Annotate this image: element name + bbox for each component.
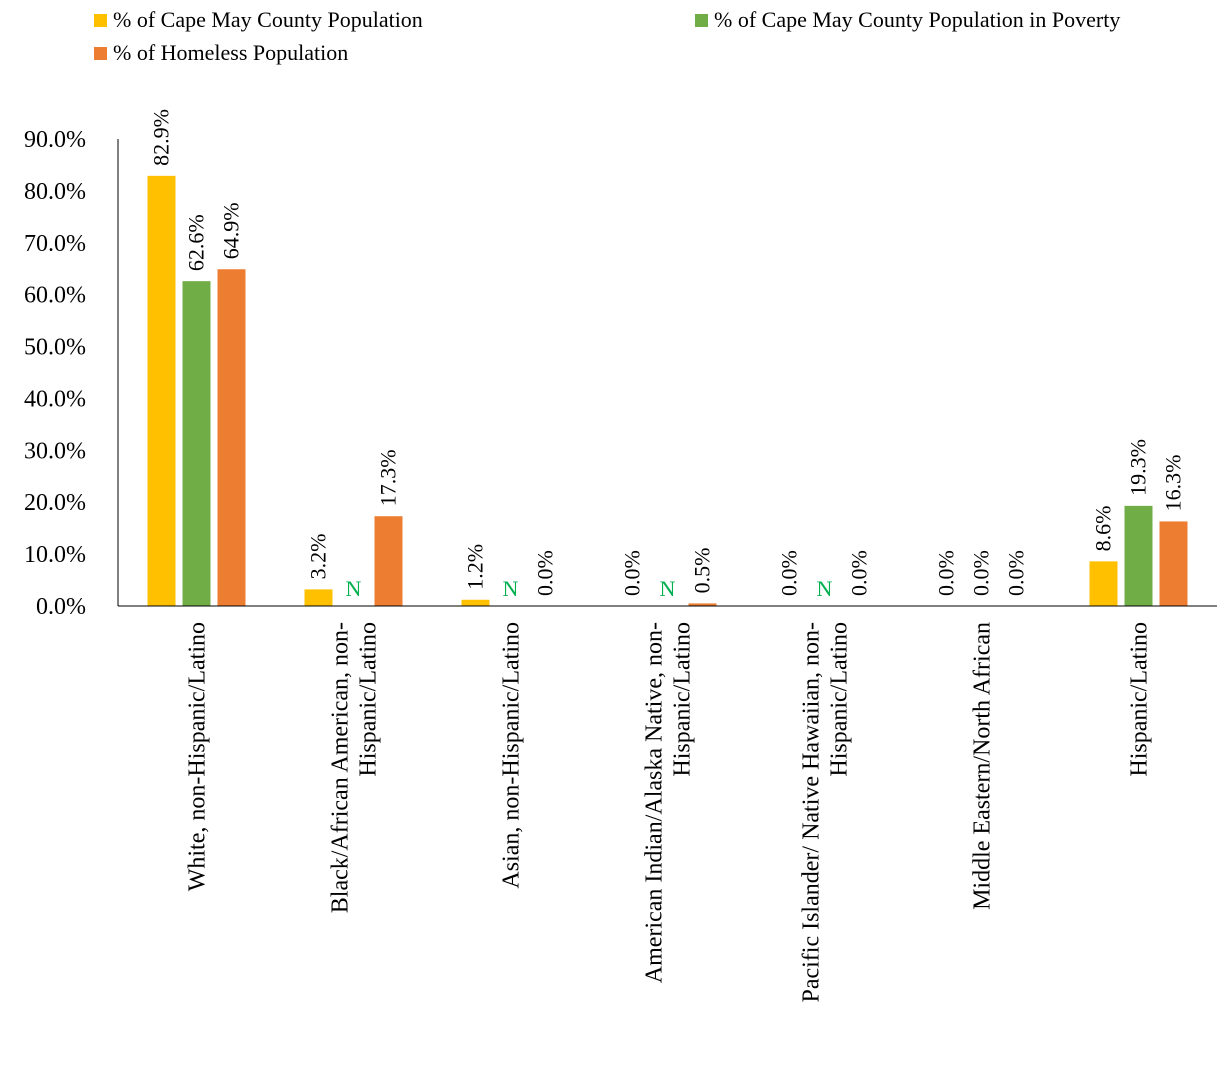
legend-label: % of Cape May County Population xyxy=(113,7,423,32)
x-tick-label: Middle Eastern/North African xyxy=(970,622,996,910)
data-label: 0.0% xyxy=(533,550,558,596)
legend-swatch xyxy=(94,14,107,27)
data-labels: 82.9%62.6% 64.9%3.2%N17.3%1.2% N 0.0% 0.0% N 0… xyxy=(149,109,1186,601)
data-label: 64.9% xyxy=(219,202,244,259)
na-label: N xyxy=(660,576,676,601)
bar xyxy=(217,269,246,606)
data-label: 16.3% xyxy=(1161,455,1186,512)
data-label: 0.5% xyxy=(690,548,715,594)
data-label: 0.0% xyxy=(847,550,872,596)
data-label: 0.0% xyxy=(1004,550,1029,596)
data-label: 3.2% xyxy=(306,534,331,580)
data-label: 0.0% xyxy=(934,550,959,596)
na-label: N xyxy=(346,576,362,601)
legend-swatch xyxy=(94,47,107,60)
bar xyxy=(182,281,211,606)
na-label: N xyxy=(817,576,833,601)
y-tick-label: 60.0% xyxy=(24,283,86,309)
y-tick-label: 20.0% xyxy=(24,490,86,516)
x-tick-label: Asian, non-Hispanic/Latino xyxy=(499,622,525,889)
x-tick-label: White, non-Hispanic/Latino xyxy=(185,622,211,891)
bar xyxy=(1159,521,1188,606)
y-tick-label: 90.0% xyxy=(24,127,86,153)
bar xyxy=(1089,561,1118,606)
y-tick-label: 70.0% xyxy=(24,231,86,257)
x-tick-label: Hispanic/Latino xyxy=(827,622,853,777)
y-tick-label: 10.0% xyxy=(24,542,86,568)
y-tick-label: 30.0% xyxy=(24,438,86,464)
x-tick-label: American Indian/Alaska Native, non- xyxy=(642,622,668,983)
legend-swatch xyxy=(695,14,708,27)
y-tick-label: 40.0% xyxy=(24,386,86,412)
y-tick-label: 50.0% xyxy=(24,335,86,361)
data-label: 82.9% xyxy=(149,109,174,166)
data-label: 0.0% xyxy=(969,550,994,596)
data-label: 8.6% xyxy=(1091,506,1116,552)
legend-label: % of Homeless Population xyxy=(113,40,348,65)
data-label: 62.6% xyxy=(184,214,209,271)
x-axis: White, non-Hispanic/Latino Black/African … xyxy=(118,605,1217,1003)
x-tick-label: Black/African American, non- xyxy=(328,622,354,913)
data-label: 0.0% xyxy=(777,550,802,596)
x-tick-label: Hispanic/Latino xyxy=(356,622,382,777)
data-label: 1.2% xyxy=(463,544,488,590)
y-tick-label: 80.0% xyxy=(24,179,86,205)
bar xyxy=(304,589,333,606)
x-tick-label: Pacific Islander/ Native Hawaiian, non- xyxy=(799,622,825,1003)
data-label: 0.0% xyxy=(620,550,645,596)
data-label: 19.3% xyxy=(1126,439,1151,496)
bar xyxy=(688,603,717,606)
na-label: N xyxy=(503,576,519,601)
y-tick-label: 0.0% xyxy=(36,594,86,620)
x-tick-label: Hispanic/Latino xyxy=(1127,622,1153,777)
bar xyxy=(147,175,176,606)
data-label: 17.3% xyxy=(376,449,401,506)
bar xyxy=(461,599,490,606)
bar xyxy=(374,516,403,606)
x-tick-label: Hispanic/Latino xyxy=(670,622,696,777)
bars xyxy=(147,175,1188,606)
bar xyxy=(1124,505,1153,606)
legend: % of Cape May County Population % of Cape… xyxy=(94,7,1120,65)
legend-label: % of Cape May County Population in Pover… xyxy=(714,7,1120,32)
y-axis: 0.0% 10.0% 20.0% 30.0% 40.0% 50.0% 60.0% 70.0% 8… xyxy=(24,127,119,620)
